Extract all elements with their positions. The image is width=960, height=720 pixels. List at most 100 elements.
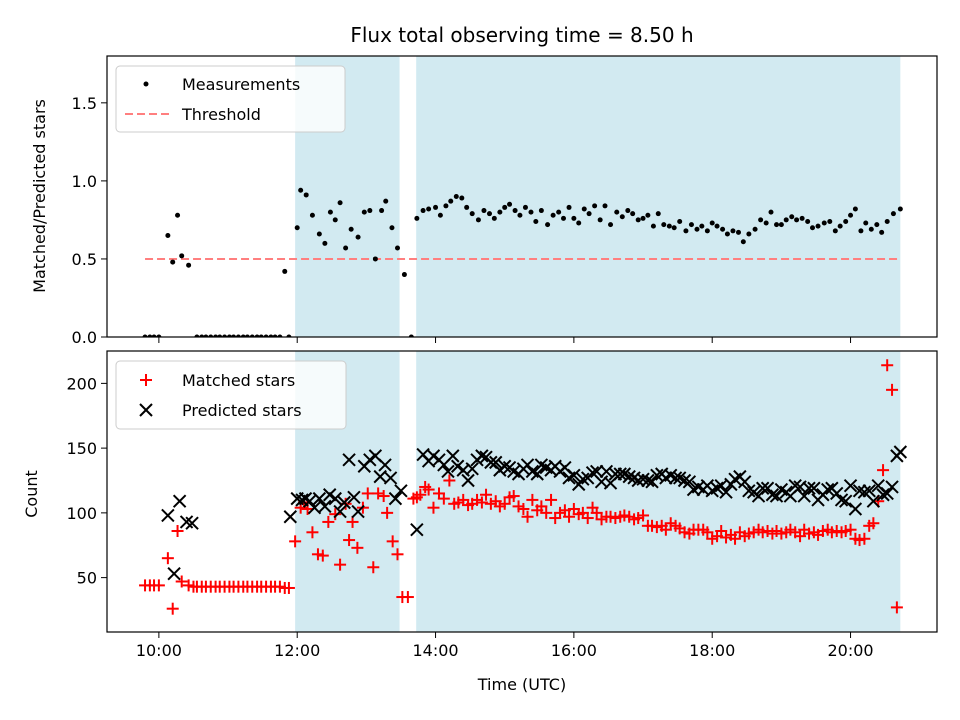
measurement-point bbox=[597, 217, 603, 223]
measurement-point bbox=[740, 239, 746, 245]
matched-star-point bbox=[858, 532, 871, 545]
predicted-star-point bbox=[328, 491, 342, 506]
predicted-star-point bbox=[755, 481, 770, 495]
predicted-star-point bbox=[283, 510, 297, 524]
predicted-star-point bbox=[465, 462, 479, 476]
measurement-point bbox=[863, 220, 869, 226]
matched-star-point bbox=[521, 510, 534, 523]
measurement-point bbox=[852, 206, 858, 212]
predicted-star-point bbox=[410, 522, 424, 537]
predicted-star-point bbox=[893, 445, 908, 459]
predicted-star-point bbox=[852, 484, 867, 498]
predicted-star-point bbox=[363, 453, 377, 467]
measurement-point bbox=[640, 215, 646, 221]
top-axes-frame bbox=[106, 55, 938, 338]
predicted-star-point bbox=[797, 489, 811, 503]
measurement-point bbox=[843, 218, 849, 224]
measurement-point bbox=[298, 187, 304, 193]
x-tick-label: 14:00 bbox=[412, 641, 458, 660]
bottom-ylabel: Count bbox=[22, 470, 41, 518]
matched-star-point bbox=[890, 601, 903, 614]
measurement-point bbox=[730, 228, 736, 234]
measurement-point bbox=[586, 211, 592, 217]
measurement-point bbox=[671, 225, 677, 231]
matched-star-point bbox=[166, 602, 179, 615]
predicted-star-point bbox=[351, 504, 365, 519]
measurement-point bbox=[459, 195, 465, 201]
measurement-point bbox=[768, 209, 774, 215]
measurement-point bbox=[897, 206, 903, 212]
measurement-point bbox=[709, 220, 715, 226]
measurement-point bbox=[443, 203, 449, 209]
matched-star-point bbox=[414, 488, 427, 501]
measurement-point bbox=[650, 223, 656, 229]
predicted-star-point bbox=[636, 472, 650, 486]
predicted-star-point bbox=[589, 464, 604, 479]
matched-star-point bbox=[427, 501, 440, 514]
matched-star-point bbox=[844, 523, 857, 536]
bottom-legend-box bbox=[115, 360, 347, 430]
measurement-point bbox=[327, 209, 333, 215]
predicted-star-point bbox=[843, 478, 858, 493]
y-tick-label: 0.0 bbox=[72, 328, 97, 347]
measurement-point bbox=[361, 209, 367, 215]
predicted-star-point bbox=[383, 471, 398, 485]
predicted-star-point bbox=[613, 467, 627, 481]
measurement-point bbox=[453, 194, 459, 199]
measurement-point bbox=[758, 217, 764, 223]
measurement-point bbox=[746, 231, 752, 237]
measurement-point bbox=[147, 334, 153, 337]
predicted-star-point bbox=[631, 473, 645, 488]
matched-star-point bbox=[372, 487, 385, 500]
matched-star-point bbox=[590, 506, 603, 519]
measurement-point bbox=[175, 212, 181, 218]
measurement-point bbox=[789, 214, 795, 220]
measurement-point bbox=[827, 218, 833, 224]
predicted-star-point bbox=[450, 459, 465, 473]
measurement-point bbox=[645, 212, 651, 218]
measurement-point bbox=[783, 217, 789, 223]
legend-label-predicted: Predicted stars bbox=[182, 401, 302, 420]
bottom-axis-ticks: 10:00 12:00 14:00 16:00 18:00 20:00 50 100 150 20… bbox=[66, 374, 873, 660]
measurement-point bbox=[832, 228, 838, 234]
predicted-star-point bbox=[161, 508, 175, 523]
matched-star-point bbox=[886, 383, 899, 396]
measurement-point bbox=[170, 259, 176, 265]
measurement-point bbox=[694, 226, 700, 232]
measurement-point bbox=[263, 334, 269, 337]
measurement-point bbox=[258, 334, 264, 337]
measurement-point bbox=[517, 212, 523, 218]
predicted-star-point bbox=[576, 472, 590, 486]
measurement-point bbox=[512, 208, 518, 214]
measurement-point bbox=[774, 222, 780, 228]
x-tick-label: 20:00 bbox=[827, 641, 873, 660]
predicted-star-point bbox=[765, 488, 780, 502]
matched-star-point bbox=[361, 487, 374, 500]
measurement-point bbox=[254, 334, 260, 337]
measurement-point bbox=[890, 211, 896, 217]
measurement-point bbox=[608, 222, 614, 228]
matched-star-point bbox=[701, 526, 714, 539]
matched-star-point bbox=[659, 523, 672, 536]
measurement-point bbox=[879, 229, 885, 235]
measurement-point bbox=[545, 222, 551, 228]
top-panel: 0.0 0.5 1.0 1.5 Matched/Predicted stars Mea… bbox=[30, 55, 938, 347]
measurement-point bbox=[556, 209, 562, 215]
measurement-point bbox=[538, 208, 544, 214]
measurement-point bbox=[348, 226, 354, 232]
top-ylabel: Matched/Predicted stars bbox=[30, 99, 49, 293]
matched-star-point bbox=[316, 549, 329, 562]
matched-star-point bbox=[386, 535, 399, 548]
matched-star-point bbox=[289, 535, 302, 548]
predicted-star-point bbox=[489, 455, 503, 470]
measurement-point bbox=[655, 211, 661, 217]
y-tick-label: 150 bbox=[66, 439, 97, 458]
measurement-point bbox=[420, 208, 426, 214]
measurement-point bbox=[401, 272, 407, 278]
legend-marker-matched bbox=[140, 374, 152, 386]
measurement-point bbox=[414, 215, 420, 221]
measurement-point bbox=[688, 222, 694, 228]
predicted-star-point bbox=[866, 494, 881, 508]
measurement-point bbox=[379, 208, 385, 214]
measurement-point bbox=[821, 220, 827, 226]
